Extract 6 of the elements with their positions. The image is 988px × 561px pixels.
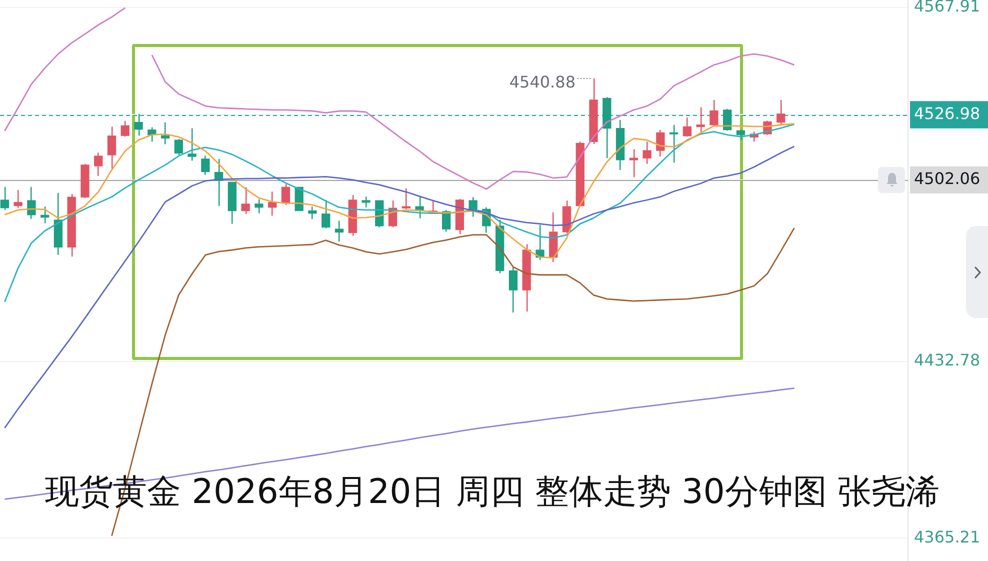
y-tick-label: 4526.98 — [914, 104, 980, 123]
y-tick-label: 4502.06 — [914, 169, 980, 188]
y-tick-label: 4365.21 — [914, 527, 980, 546]
y-tick-label: 4432.78 — [914, 350, 980, 370]
annotation: 4540.88 — [509, 72, 576, 92]
y-tick-label: 4567.91 — [914, 0, 980, 16]
